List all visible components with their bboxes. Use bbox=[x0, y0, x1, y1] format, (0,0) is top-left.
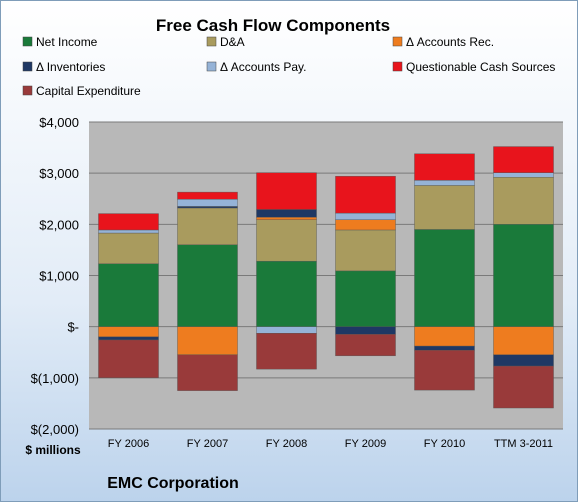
bar-segment-capital-expenditure bbox=[177, 354, 238, 391]
bar-segment-delta-accounts-pay bbox=[335, 212, 396, 220]
legend: Net Income D&A Δ Accounts Rec. Δ Inventorie… bbox=[22, 35, 555, 98]
y-tick-label: $1,000 bbox=[39, 269, 79, 284]
bar-segment-delta-inventories bbox=[335, 326, 396, 335]
bar-segment-d-a bbox=[98, 232, 159, 264]
y-tick-label: $3,000 bbox=[39, 166, 79, 181]
bar-segment-delta-accounts-rec bbox=[493, 326, 554, 356]
bar-segment-d-a bbox=[335, 229, 396, 272]
bar-segment-questionable-cash-sources bbox=[177, 191, 238, 200]
bar-segment-net-income bbox=[414, 229, 475, 327]
bars bbox=[98, 146, 554, 409]
gridlines bbox=[89, 121, 563, 430]
legend-label-delta-accounts-rec: Δ Accounts Rec. bbox=[406, 35, 494, 49]
bar-segment-delta-accounts-rec bbox=[177, 326, 238, 356]
x-tick-label: FY 2007 bbox=[187, 438, 228, 450]
bar-segment-d-a bbox=[493, 177, 554, 225]
bar-segment-delta-inventories bbox=[493, 354, 554, 367]
bar-segment-net-income bbox=[335, 270, 396, 327]
y-tick-label: $- bbox=[67, 320, 79, 335]
bar-segment-delta-inventories bbox=[177, 206, 238, 209]
bar-segment-delta-accounts-pay bbox=[256, 326, 317, 334]
bar-segment-d-a bbox=[414, 185, 475, 230]
bar-segment-delta-inventories bbox=[414, 345, 475, 351]
legend-swatch-d-a bbox=[206, 36, 217, 47]
bar-segment-net-income bbox=[256, 260, 317, 327]
x-tick-label: TTM 3-2011 bbox=[494, 438, 553, 450]
bar-segment-delta-accounts-pay bbox=[98, 229, 159, 234]
bar-segment-questionable-cash-sources bbox=[256, 172, 317, 210]
legend-swatch-capital-expenditure bbox=[22, 85, 33, 96]
legend-swatch-net-income bbox=[22, 36, 33, 47]
y-tick-label: $2,000 bbox=[39, 217, 79, 232]
x-tick-label: FY 2009 bbox=[345, 438, 386, 450]
x-tick-label: FY 2006 bbox=[108, 438, 149, 450]
bar-segment-capital-expenditure bbox=[414, 350, 475, 391]
bar-segment-capital-expenditure bbox=[98, 339, 159, 379]
legend-swatch-delta-accounts-pay bbox=[206, 61, 217, 72]
bar-segment-delta-accounts-rec bbox=[335, 219, 396, 231]
bar-segment-questionable-cash-sources bbox=[414, 153, 475, 181]
x-tick-label: FY 2008 bbox=[266, 438, 307, 450]
legend-label-d-a: D&A bbox=[220, 35, 245, 49]
bar-segment-delta-accounts-pay bbox=[414, 180, 475, 186]
x-tick-label: FY 2010 bbox=[424, 438, 465, 450]
bar-segment-capital-expenditure bbox=[493, 365, 554, 409]
legend-swatch-delta-accounts-rec bbox=[392, 36, 403, 47]
bar-segment-delta-accounts-rec bbox=[98, 326, 159, 338]
bar-segment-delta-accounts-rec bbox=[256, 216, 317, 220]
x-axis-ticks: FY 2006 FY 2007 FY 2008 FY 2009 FY 2010 TTM 3… bbox=[108, 438, 553, 450]
chart-title: Free Cash Flow Components bbox=[156, 16, 390, 35]
legend-label-capital-expenditure: Capital Expenditure bbox=[36, 84, 141, 98]
bar-segment-net-income bbox=[177, 244, 238, 327]
bar-segment-net-income bbox=[493, 224, 554, 327]
bar-segment-delta-inventories bbox=[256, 209, 317, 218]
legend-label-net-income: Net Income bbox=[36, 35, 98, 49]
y-tick-label: $4,000 bbox=[39, 115, 79, 130]
bar-segment-delta-inventories bbox=[98, 336, 159, 341]
legend-label-questionable-cash-sources: Questionable Cash Sources bbox=[406, 60, 555, 74]
bar-segment-questionable-cash-sources bbox=[493, 146, 554, 173]
bar-segment-capital-expenditure bbox=[256, 333, 317, 370]
y-axis-ticks: $4,000 $3,000 $2,000 $1,000 $- $(1,000) $(2,00… bbox=[31, 115, 79, 437]
legend-label-delta-accounts-pay: Δ Accounts Pay. bbox=[220, 60, 307, 74]
bar-segment-d-a bbox=[177, 207, 238, 246]
legend-label-delta-inventories: Δ Inventories bbox=[36, 60, 105, 74]
bar-segment-questionable-cash-sources bbox=[335, 176, 396, 214]
bar-segment-d-a bbox=[256, 219, 317, 262]
bar-segment-capital-expenditure bbox=[335, 334, 396, 357]
bar-segment-delta-accounts-pay bbox=[493, 172, 554, 178]
company-label: EMC Corporation bbox=[107, 475, 239, 492]
legend-swatch-questionable-cash-sources bbox=[392, 61, 403, 72]
bar-segment-net-income bbox=[98, 263, 159, 327]
y-tick-label: $(1,000) bbox=[31, 371, 79, 386]
legend-swatch-delta-inventories bbox=[22, 61, 33, 72]
units-label: $ millions bbox=[25, 443, 81, 457]
y-tick-label: $(2,000) bbox=[31, 422, 79, 437]
bar-segment-delta-accounts-rec bbox=[414, 326, 475, 347]
bar-segment-questionable-cash-sources bbox=[98, 213, 159, 231]
bar-segment-delta-accounts-pay bbox=[177, 199, 238, 207]
